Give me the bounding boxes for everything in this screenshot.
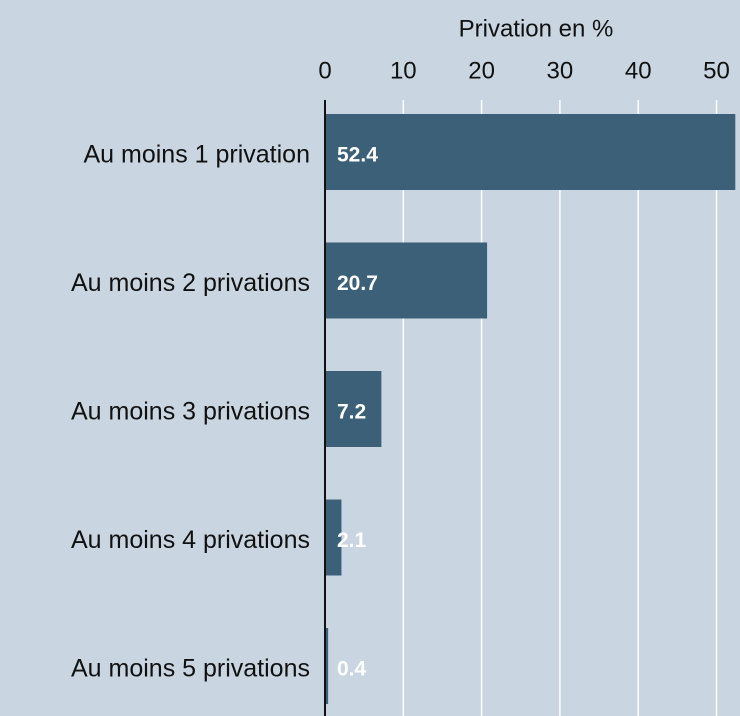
bar xyxy=(325,499,342,576)
x-tick-label: 20 xyxy=(468,57,495,84)
y-tick-label: Au moins 3 privations xyxy=(71,398,310,426)
x-tick-label: 40 xyxy=(625,57,652,84)
y-tick-label: Au moins 1 privation xyxy=(83,141,310,169)
axis-title: Privation en % xyxy=(459,15,614,42)
y-tick-label: Au moins 2 privations xyxy=(71,269,310,297)
bar xyxy=(325,371,382,447)
bar xyxy=(325,242,488,319)
value-label: 52.4 xyxy=(337,144,378,167)
x-tick-label: 30 xyxy=(547,57,574,84)
value-label: 2.1 xyxy=(337,529,367,552)
x-tick-label: 0 xyxy=(318,57,331,84)
bar xyxy=(325,114,736,190)
value-label: 0.4 xyxy=(337,658,367,681)
value-label: 20.7 xyxy=(337,272,378,295)
y-tick-label: Au moins 4 privations xyxy=(71,526,310,554)
y-tick-label: Au moins 5 privations xyxy=(71,655,310,683)
bar xyxy=(325,628,329,704)
x-tick-label: 10 xyxy=(390,57,417,84)
value-label: 7.2 xyxy=(337,401,366,424)
x-tick-label: 50 xyxy=(703,57,730,84)
